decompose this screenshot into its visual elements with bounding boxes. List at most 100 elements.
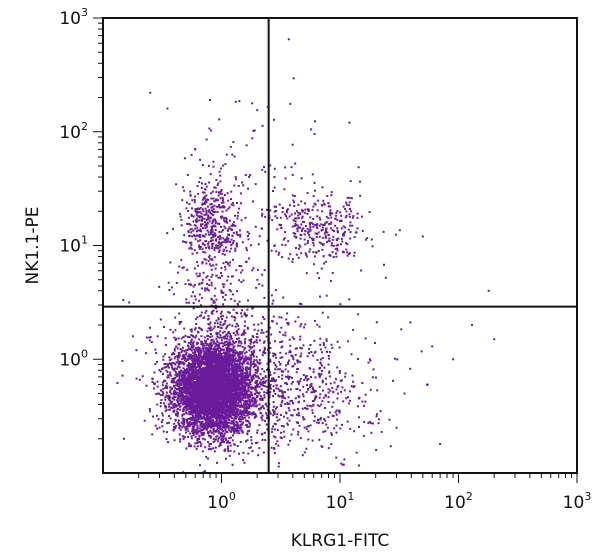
data-point <box>205 395 208 398</box>
data-point <box>192 381 195 384</box>
data-point <box>207 370 210 373</box>
data-point <box>221 415 224 418</box>
data-point <box>227 389 230 392</box>
data-point <box>175 393 178 396</box>
data-point <box>194 336 197 339</box>
data-point <box>173 402 176 405</box>
data-point <box>231 357 234 360</box>
data-point <box>247 362 250 365</box>
data-point <box>185 387 188 390</box>
data-point <box>214 386 217 389</box>
data-point <box>219 386 222 389</box>
data-point <box>226 352 229 355</box>
data-point <box>213 325 216 328</box>
data-point <box>243 393 246 396</box>
data-point <box>202 428 205 431</box>
data-point <box>211 405 214 408</box>
data-point <box>212 429 215 432</box>
data-point <box>192 411 195 414</box>
data-point <box>196 383 199 386</box>
data-point <box>220 437 223 440</box>
data-point <box>231 408 234 411</box>
data-point <box>191 394 194 396</box>
data-point <box>160 399 163 402</box>
data-point <box>230 400 233 403</box>
data-point <box>210 369 213 372</box>
data-point <box>194 375 197 378</box>
data-point <box>208 416 211 419</box>
data-point <box>213 350 216 353</box>
data-point <box>175 388 178 390</box>
data-point <box>225 438 228 441</box>
data-point <box>193 353 196 356</box>
data-point <box>209 358 212 361</box>
data-point <box>252 366 255 369</box>
data-point <box>175 410 178 413</box>
data-point <box>178 390 181 393</box>
data-point <box>214 414 217 417</box>
data-point <box>155 352 158 354</box>
data-point <box>161 394 164 397</box>
data-point <box>172 429 175 432</box>
data-point <box>237 354 240 357</box>
data-point <box>201 329 204 332</box>
data-point <box>212 374 215 377</box>
data-point <box>211 379 214 382</box>
data-point <box>190 364 193 367</box>
data-point <box>239 373 242 376</box>
data-point <box>201 396 204 399</box>
data-point <box>244 401 247 403</box>
data-point <box>156 427 158 430</box>
data-point <box>229 334 232 337</box>
data-point <box>206 330 209 333</box>
data-point <box>178 392 181 395</box>
data-point <box>226 340 229 343</box>
data-point <box>235 420 238 423</box>
data-point <box>241 372 244 375</box>
data-point <box>224 428 227 431</box>
data-point <box>210 362 213 364</box>
data-point <box>243 388 246 391</box>
data-point <box>154 424 157 427</box>
data-point <box>176 373 179 376</box>
data-point <box>215 333 218 336</box>
data-point <box>196 427 199 430</box>
data-point <box>198 356 201 359</box>
data-point <box>213 381 216 384</box>
data-point <box>170 406 173 409</box>
data-point <box>205 455 208 458</box>
data-point <box>183 436 186 439</box>
data-point <box>243 357 246 360</box>
data-point <box>232 378 235 381</box>
data-point <box>207 400 209 403</box>
data-point <box>186 387 189 390</box>
data-point <box>211 354 214 357</box>
data-point <box>238 418 240 421</box>
data-point <box>208 388 211 391</box>
data-point <box>170 402 173 405</box>
data-point <box>218 371 221 374</box>
data-point <box>199 373 202 376</box>
data-point <box>232 406 235 409</box>
data-point <box>235 383 238 386</box>
data-point <box>213 356 215 358</box>
data-point <box>186 395 189 398</box>
data-point <box>248 446 251 449</box>
data-point <box>194 442 197 445</box>
data-point <box>240 352 243 355</box>
data-point <box>228 381 231 384</box>
data-point <box>225 410 228 413</box>
data-point <box>212 362 215 364</box>
data-point <box>228 367 231 370</box>
data-point <box>204 342 207 345</box>
data-point <box>194 396 197 399</box>
data-point <box>182 425 185 428</box>
data-point <box>192 396 195 399</box>
data-point <box>195 369 198 372</box>
data-point <box>232 396 235 399</box>
data-point <box>208 431 211 434</box>
data-point <box>215 417 218 420</box>
data-point <box>241 393 244 396</box>
data-point <box>221 377 224 380</box>
data-point <box>195 391 198 394</box>
